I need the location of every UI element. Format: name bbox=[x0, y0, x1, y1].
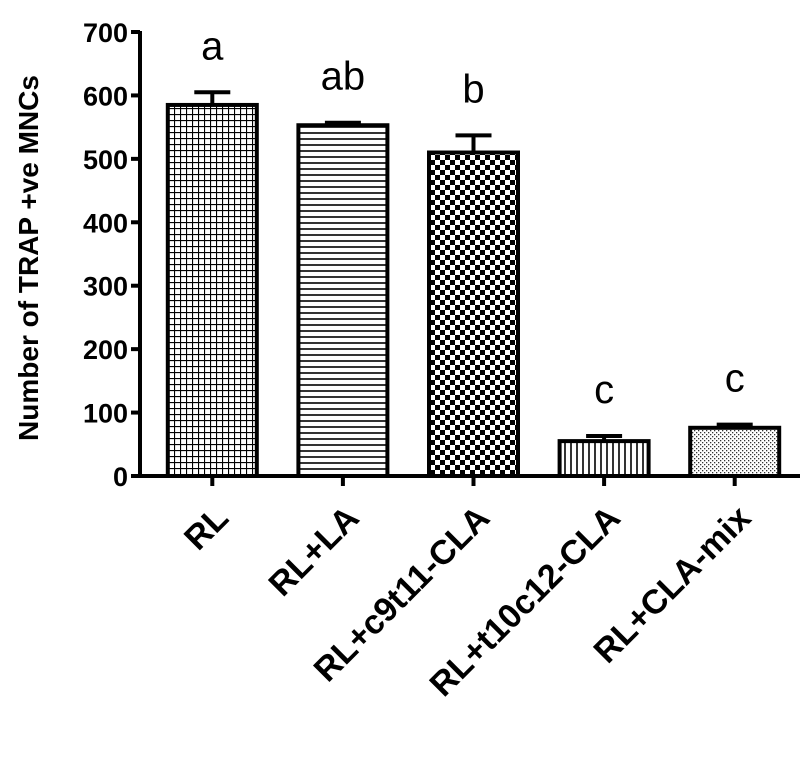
x-axis: RL RL+LARL+c9t11-CLARL+t10c12-CLARL+CLA-m… bbox=[138, 474, 800, 704]
y-axis-title: Number of TRAP +ve MNCs bbox=[13, 75, 44, 441]
bars-group: a ab b c c bbox=[165, 24, 782, 479]
y-tick-label: 600 bbox=[83, 81, 128, 111]
bar bbox=[427, 150, 520, 478]
y-tick-label: 0 bbox=[113, 462, 128, 492]
significance-label: ab bbox=[321, 55, 366, 99]
significance-label: c bbox=[594, 368, 614, 412]
y-tick-label: 500 bbox=[83, 145, 128, 175]
y-tick-label: 400 bbox=[83, 208, 128, 238]
significance-label: b bbox=[462, 67, 484, 111]
bar bbox=[165, 102, 259, 478]
bar bbox=[557, 439, 651, 479]
x-tick-label: RL+LA bbox=[262, 499, 367, 604]
x-tick-label: RL bbox=[177, 499, 236, 558]
bar bbox=[688, 425, 782, 478]
y-tick-label: 700 bbox=[83, 18, 128, 48]
significance-label: c bbox=[725, 357, 745, 401]
bar bbox=[296, 123, 390, 479]
y-tick-label: 100 bbox=[83, 399, 128, 429]
y-tick-label: 200 bbox=[83, 335, 128, 365]
y-axis: 0 100 200 300 400 500 600 700 bbox=[83, 18, 142, 492]
y-tick-label: 300 bbox=[83, 272, 128, 302]
significance-label: a bbox=[201, 24, 224, 68]
